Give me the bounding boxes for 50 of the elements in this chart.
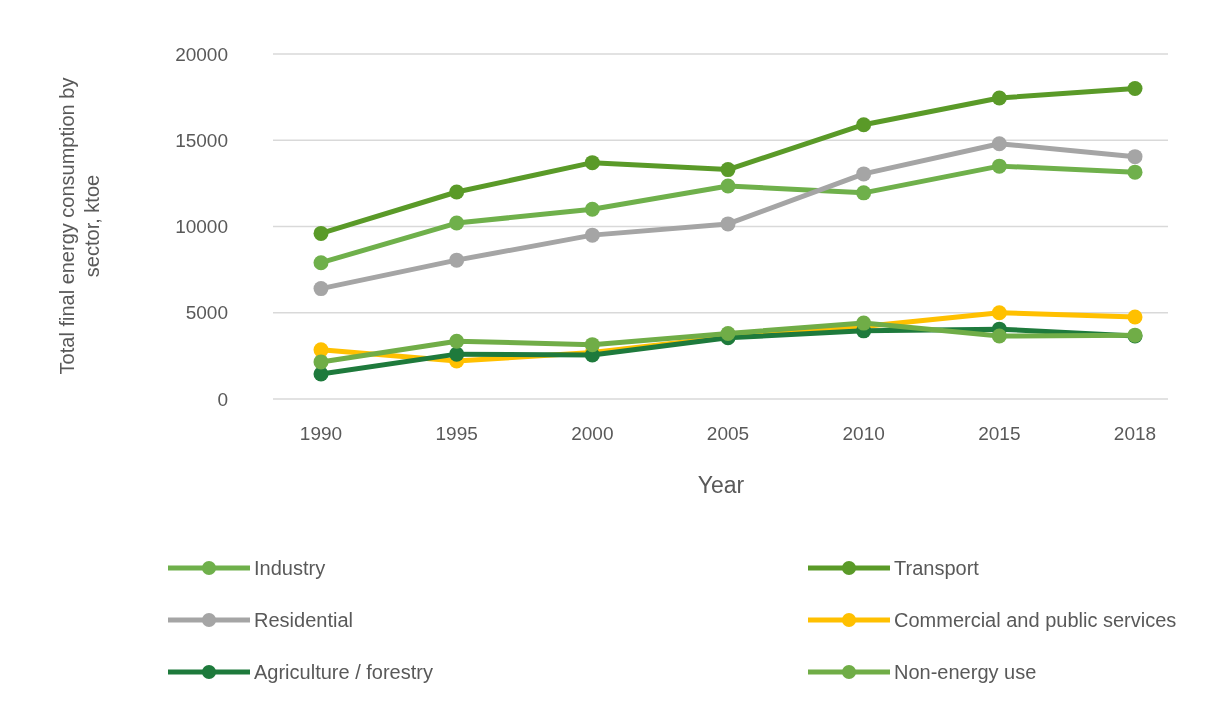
point xyxy=(720,162,736,178)
y-tick-label: 20000 xyxy=(175,43,228,65)
point xyxy=(1127,309,1143,325)
point xyxy=(449,215,465,231)
legend-label: Transport xyxy=(894,557,980,579)
legend-label: Agriculture / forestry xyxy=(254,661,433,683)
legend-label: Residential xyxy=(254,609,353,631)
y-tick-label: 10000 xyxy=(175,216,228,238)
point xyxy=(449,184,465,200)
point xyxy=(856,117,872,133)
point xyxy=(313,225,329,241)
x-tick-label: 2018 xyxy=(1113,423,1157,444)
point xyxy=(449,346,465,362)
point xyxy=(449,252,465,268)
point xyxy=(313,281,329,297)
point xyxy=(584,201,600,217)
point xyxy=(991,90,1007,106)
y-axis-title: Total final energy consumption by sector, ktoe xyxy=(56,77,103,375)
point xyxy=(313,354,329,370)
point xyxy=(449,333,465,349)
x-tick-label: 2010 xyxy=(842,423,885,444)
x-axis-title: Year xyxy=(697,472,745,498)
point xyxy=(991,328,1007,344)
point xyxy=(584,337,600,353)
x-tick-label: 2005 xyxy=(706,423,750,444)
point xyxy=(584,227,600,243)
point xyxy=(991,305,1007,321)
x-tick-label: 2015 xyxy=(978,423,1021,444)
y-tick-label: 5000 xyxy=(185,302,228,324)
point xyxy=(1127,164,1143,180)
legend-label: Non-energy use xyxy=(894,661,1037,683)
point xyxy=(313,255,329,271)
y-tick-label: 0 xyxy=(217,388,228,410)
point xyxy=(1127,149,1143,165)
x-tick-label: 2000 xyxy=(571,423,614,444)
point xyxy=(991,136,1007,152)
point xyxy=(720,178,736,194)
point xyxy=(856,166,872,182)
point xyxy=(1127,81,1143,96)
point xyxy=(720,216,736,232)
x-tick-label: 1995 xyxy=(435,423,478,444)
legend-label: Industry xyxy=(254,557,326,579)
x-tick-label: 1990 xyxy=(299,423,343,444)
y-tick-label: 15000 xyxy=(175,129,228,151)
point xyxy=(720,325,736,341)
point xyxy=(584,155,600,171)
point xyxy=(856,185,872,201)
point xyxy=(991,158,1007,174)
legend-label: Commercial and public services xyxy=(894,609,1177,631)
point xyxy=(856,315,872,331)
